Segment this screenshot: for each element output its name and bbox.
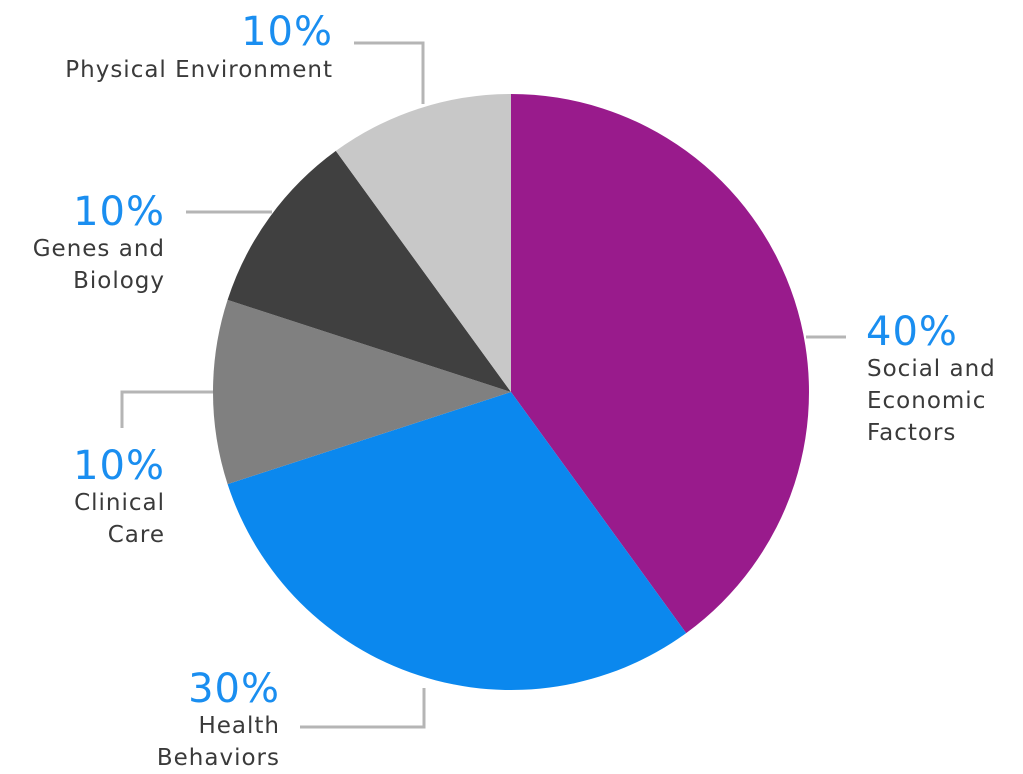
leader-line-physical-environment	[354, 41, 425, 104]
pie-slices	[212, 94, 809, 690]
value-label-clinical-care: 10%	[73, 443, 165, 489]
label-health-behaviors: Health Behaviors	[156, 713, 280, 771]
leader-lines	[120, 41, 846, 729]
slice-social-economic	[511, 94, 809, 634]
leader-line-health-behaviors	[300, 688, 426, 729]
leader-line-clinical-care	[120, 390, 213, 428]
slice-health-behaviors	[227, 392, 687, 690]
value-label-genes-biology: 10%	[73, 189, 165, 235]
slice-physical-environment	[335, 94, 511, 392]
label-physical-environment: Physical Environment	[65, 57, 333, 83]
label-social-economic: Social and Economic Factors	[867, 356, 996, 446]
value-label-health-behaviors: 30%	[188, 666, 280, 712]
slice-genes-biology	[227, 150, 512, 392]
value-label-physical-environment: 10%	[241, 9, 333, 55]
value-label-social-economic: 40%	[866, 309, 958, 355]
label-genes-biology: Genes and Biology	[32, 236, 165, 294]
label-clinical-care: Clinical Care	[74, 490, 165, 548]
slice-clinical-care	[212, 299, 511, 485]
